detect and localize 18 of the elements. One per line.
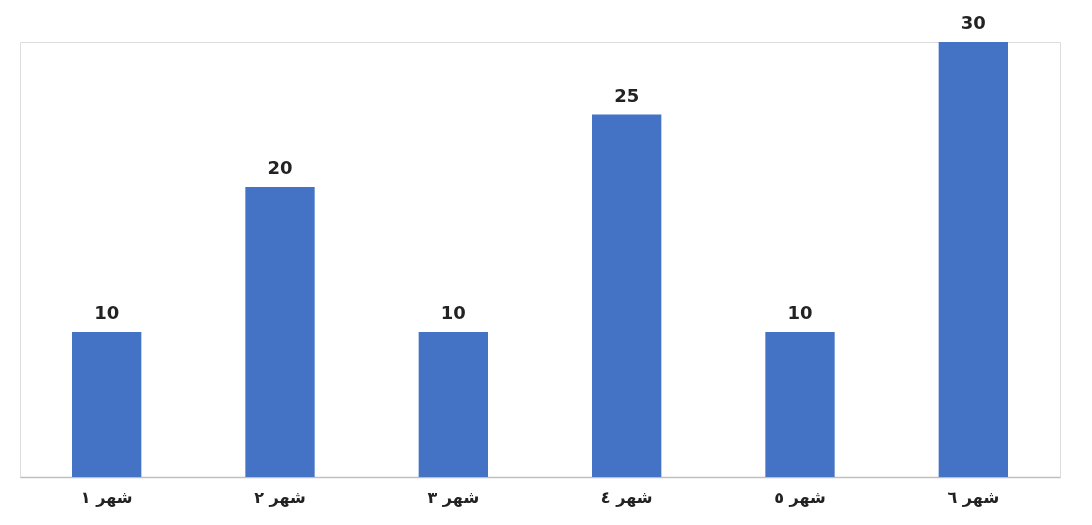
bar [938,42,1008,477]
bar [245,187,315,477]
bar [72,332,142,477]
x-tick-label: شهر ٥ [774,487,826,507]
data-label: 30 [960,12,986,33]
bar [418,332,488,477]
data-label: 10 [787,302,813,323]
data-label: 10 [440,302,466,323]
x-tick-label: شهر ١ [80,487,133,507]
bar [592,114,662,477]
x-tick-label: شهر ٤ [600,487,653,507]
x-tick-label: شهر ٢ [254,487,306,507]
data-label: 20 [267,157,293,178]
x-tick-label: شهر ٦ [947,487,1000,507]
bar [765,332,835,477]
data-label: 25 [614,84,640,106]
data-label: 10 [94,302,120,323]
x-tick-label: شهر ٣ [427,487,480,507]
